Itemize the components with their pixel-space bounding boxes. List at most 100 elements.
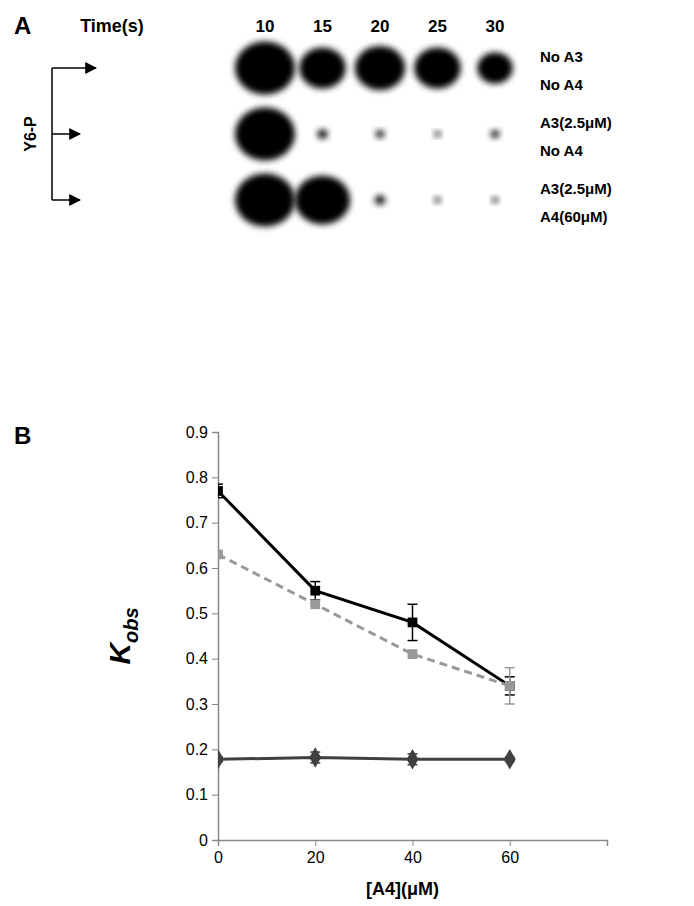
spot: [414, 48, 460, 89]
y-tick-mark: [212, 568, 218, 569]
time-label: 30: [486, 17, 505, 36]
time-label: 15: [313, 17, 332, 36]
series-line: [218, 554, 510, 685]
y-tick: 0.1: [186, 786, 218, 803]
spot: [235, 108, 295, 161]
x-tick-label: 40: [404, 849, 422, 866]
row-label: No A4: [540, 142, 583, 159]
marker: [505, 681, 515, 691]
figure: ATime(s)1015202530No A3No A4A3(2.5μM)No …: [0, 0, 694, 906]
y-axis-line: [212, 433, 219, 841]
error-bar: [408, 604, 418, 640]
y-tick-label: 0.8: [186, 469, 208, 486]
panel-label: A: [14, 12, 31, 39]
panel-b: B020406000.10.20.30.40.50.60.70.80.9[A4]…: [14, 422, 608, 899]
y-tick-mark: [212, 659, 218, 660]
y-axis-title: Y6-P: [22, 116, 39, 152]
row-label: A4(60μM): [540, 208, 608, 225]
panel-a: ATime(s)1015202530No A3No A4A3(2.5μM)No …: [14, 12, 612, 226]
y-axis: 0 0.1 0.2 0.3 0.4 0.5 0.6 0.7 0.8 0.9: [186, 424, 219, 849]
y-tick-label: 0: [199, 832, 208, 849]
series-line: [218, 491, 510, 686]
spot: [376, 130, 384, 137]
error-bar: [505, 668, 515, 704]
y-tick-label: 0.4: [186, 650, 208, 667]
row-label: A3(2.5μM): [540, 180, 612, 197]
arrow: [52, 67, 96, 69]
y-tick: 0.8: [186, 469, 218, 486]
marker: [218, 486, 223, 496]
time-label: 10: [256, 17, 275, 36]
marker: [218, 550, 223, 560]
x-tick: 20: [307, 840, 325, 866]
y-tick-label: 0.6: [186, 560, 208, 577]
error-cap: [218, 483, 223, 485]
x-tick-mark: [315, 840, 316, 846]
spot: [375, 195, 385, 204]
marker: [218, 749, 224, 769]
x-tick: 0: [214, 840, 223, 866]
spot: [491, 130, 499, 137]
y-tick-mark: [212, 477, 218, 478]
x-tick: 60: [501, 840, 519, 866]
x-tick-label: 20: [307, 849, 325, 866]
y-tick: 0.9: [186, 424, 218, 441]
series-line: [218, 757, 510, 759]
spot: [295, 176, 350, 225]
marker: [504, 749, 516, 769]
error-bar: [310, 582, 320, 600]
x-axis-title: Time(s): [80, 16, 144, 36]
time-label: 20: [371, 17, 390, 36]
y-tick-mark: [212, 523, 218, 524]
spot: [435, 197, 441, 202]
x-axis-title: [A4](μM): [366, 879, 439, 899]
x-axis: 0 20 40 60: [214, 840, 607, 866]
y-tick-mark: [212, 613, 218, 614]
error-bar: [218, 484, 223, 498]
marker: [408, 649, 418, 659]
y-tick: 0.6: [186, 560, 218, 577]
spot: [355, 46, 405, 90]
error-cap: [505, 667, 515, 669]
marker: [408, 618, 418, 628]
marker: [309, 747, 321, 767]
y-tick-label: 0.9: [186, 424, 208, 441]
error-cap: [505, 703, 515, 705]
row-label: No A3: [540, 48, 583, 65]
y-tick: 0.7: [186, 514, 218, 531]
time-label: 25: [428, 17, 447, 36]
x-axis-line: [219, 841, 608, 847]
y-tick-label: 0.2: [186, 741, 208, 758]
plot-data: [218, 484, 516, 769]
row-label: A3(2.5μM): [540, 114, 612, 131]
error-cap: [310, 581, 320, 583]
spot: [299, 48, 345, 89]
y-tick-label: 0.1: [186, 786, 208, 803]
spot: [477, 52, 512, 83]
marker: [505, 681, 515, 691]
y-tick: 0.2: [186, 741, 218, 758]
x-tick-mark: [413, 840, 414, 846]
spot: [317, 129, 327, 138]
spot: [235, 174, 295, 227]
arrow: [52, 199, 80, 201]
y-tick-mark: [212, 840, 218, 841]
error-cap: [408, 640, 418, 642]
spots: [235, 42, 513, 227]
y-axis-title-sub: obs: [120, 607, 142, 643]
spot: [435, 131, 441, 136]
x-tick: 40: [404, 840, 422, 866]
y-axis-title: Kobs: [103, 607, 142, 664]
x-tick-label: 60: [501, 849, 519, 866]
y-axis-title-main: K: [103, 641, 136, 665]
y-tick-label: 0.5: [186, 605, 208, 622]
y-tick-label: 0.3: [186, 696, 208, 713]
y-tick-mark: [212, 432, 218, 433]
marker: [310, 586, 320, 596]
y-tick-mark: [212, 795, 218, 796]
y-tick: 0.5: [186, 605, 218, 622]
marker: [407, 749, 419, 769]
spot: [492, 197, 498, 202]
y-tick-mark: [212, 749, 218, 750]
y-tick-mark: [212, 704, 218, 705]
